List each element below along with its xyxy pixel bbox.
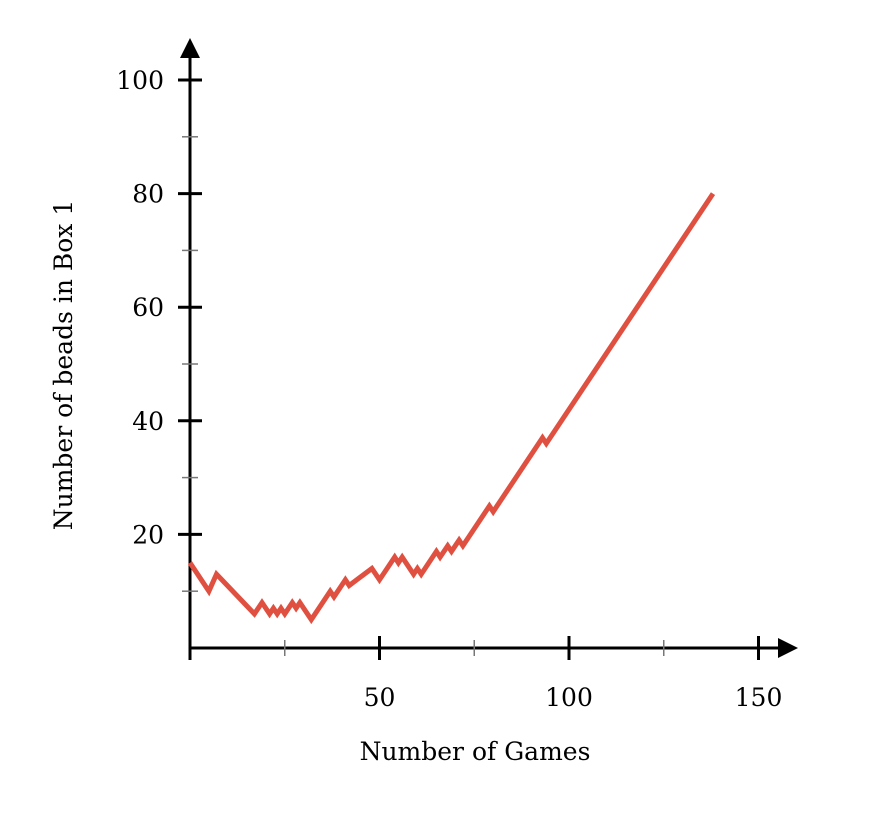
y-axis-arrowhead — [180, 38, 200, 58]
axis-ticks — [178, 78, 760, 660]
x-axis-arrowhead — [778, 638, 798, 658]
x-tick-label: 150 — [735, 683, 783, 712]
axes — [180, 38, 798, 660]
y-tick-label: 40 — [132, 407, 164, 436]
x-tick-label: 50 — [364, 683, 396, 712]
y-tick-label: 80 — [132, 180, 164, 209]
y-tick-label: 20 — [132, 520, 164, 549]
series-group — [187, 192, 716, 625]
x-axis-title: Number of Games — [360, 737, 591, 766]
tick-labels: 20 40 60 80 100 50 100 150 — [116, 66, 782, 712]
series-line — [187, 192, 716, 625]
y-tick-label: 100 — [116, 66, 164, 95]
y-tick-label: 60 — [132, 293, 164, 322]
x-tick-label: 100 — [545, 683, 593, 712]
y-axis-title: Number of beads in Box 1 — [49, 200, 78, 531]
